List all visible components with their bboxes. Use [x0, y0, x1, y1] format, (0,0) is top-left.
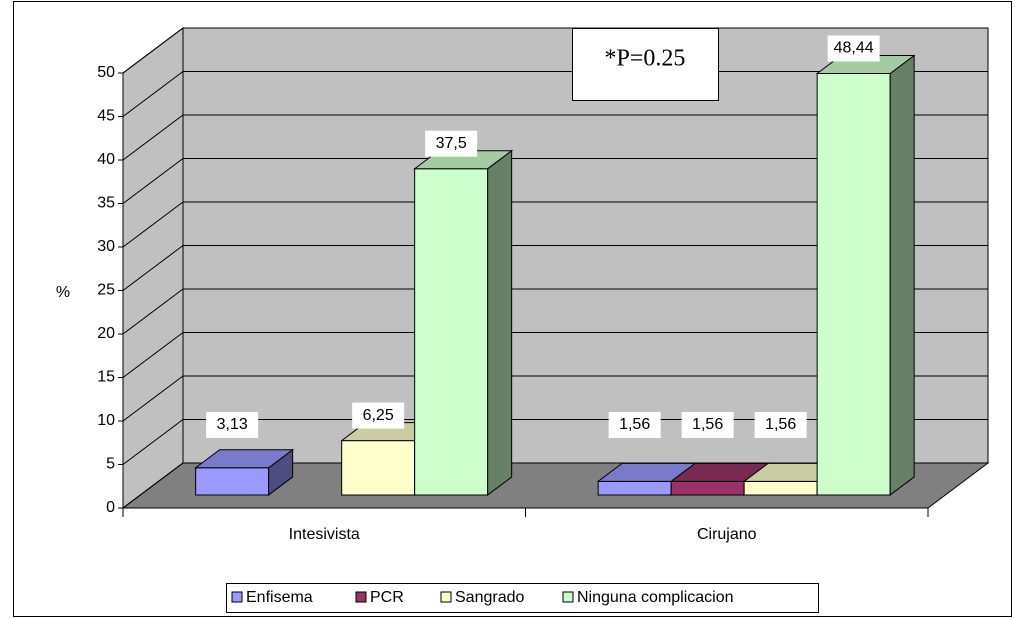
annotation-box [572, 28, 719, 101]
y-tick-label: 5 [106, 456, 115, 473]
value-label: 3,13 [217, 416, 248, 433]
bar-side [889, 54, 915, 496]
grid-line [122, 158, 988, 204]
value-label-box [206, 412, 259, 438]
legend-swatch [440, 591, 452, 603]
bar-front [414, 168, 489, 496]
y-tick-label: 20 [97, 325, 115, 342]
value-label: 1,56 [765, 416, 796, 433]
legend-label: Sangrado [455, 589, 524, 606]
y-tick-label: 15 [97, 369, 115, 386]
bar-front [597, 480, 672, 496]
value-label: 37,5 [436, 135, 467, 152]
grid-line [122, 114, 988, 161]
grid-line [122, 375, 988, 422]
value-label: 1,56 [619, 416, 650, 433]
bar-front [195, 467, 270, 496]
value-label-box [352, 402, 405, 429]
grid-line [122, 332, 988, 378]
value-label: 6,25 [363, 407, 394, 424]
bar-front [743, 480, 818, 496]
value-label: 1,56 [692, 416, 723, 433]
grid-line [122, 71, 988, 117]
y-tick-label: 0 [106, 499, 115, 516]
y-tick-label: 50 [97, 64, 115, 81]
legend-swatch [231, 591, 243, 603]
bar-top [194, 449, 295, 469]
bar [194, 448, 295, 496]
grid-line [122, 27, 988, 74]
value-label: 48,44 [834, 40, 874, 57]
value-label-box [827, 35, 880, 62]
legend-swatch [562, 591, 574, 603]
y-axis-label: % [56, 284, 70, 301]
legend-label: PCR [370, 589, 404, 606]
annotation: *P=0.25 [605, 46, 686, 72]
bar [815, 54, 916, 496]
bar-side [487, 149, 513, 496]
value-label-box [608, 412, 661, 438]
x-tick-label: Cirujano [697, 526, 757, 543]
value-label-box [425, 130, 478, 157]
x-tick-label: Intesivista [289, 526, 360, 543]
legend-swatch [355, 591, 367, 603]
y-tick-label: 40 [97, 151, 115, 168]
grid-line [122, 201, 988, 248]
legend-label: Ninguna complicacion [577, 589, 734, 606]
y-tick-label: 30 [97, 238, 115, 255]
legend-box [226, 583, 819, 613]
value-label-box [681, 412, 734, 438]
y-tick-label: 35 [97, 195, 115, 212]
y-tick-label: 10 [97, 412, 115, 429]
legend-label: Enfisema [246, 589, 313, 606]
y-tick-label: 25 [97, 282, 115, 299]
bar-front [816, 73, 891, 496]
bar [413, 149, 514, 496]
grid-line [122, 288, 988, 335]
grid-line [122, 245, 988, 291]
y-tick-label: 45 [97, 108, 115, 125]
bar-front [341, 440, 416, 496]
bar-front [670, 480, 745, 496]
value-label-box [754, 412, 807, 438]
